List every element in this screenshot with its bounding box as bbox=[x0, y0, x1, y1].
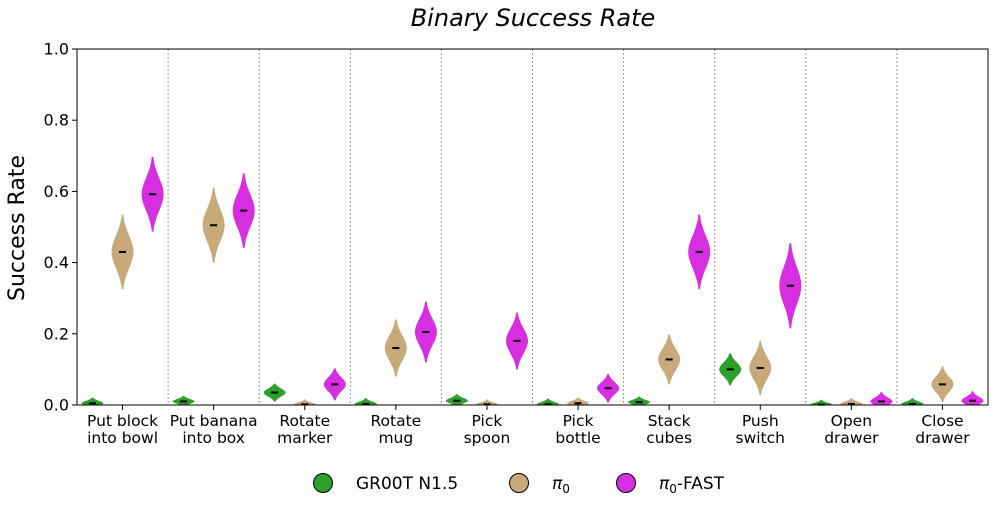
y-tick-label: 0.4 bbox=[44, 253, 69, 272]
x-tick-label: Put block into bowl bbox=[87, 412, 158, 447]
violin-2-8 bbox=[870, 391, 893, 405]
x-tick-label: Pick bottle bbox=[555, 412, 600, 447]
x-tick-label: Rotate marker bbox=[277, 412, 333, 447]
y-axis-label: Success Rate bbox=[5, 155, 30, 301]
x-tick-label: Stack cubes bbox=[646, 412, 692, 447]
legend-label-1: π0 bbox=[552, 474, 570, 496]
legend-label-2: π0-FAST bbox=[659, 474, 725, 496]
violin-2-9 bbox=[961, 391, 984, 405]
x-tick-label: Push switch bbox=[736, 412, 785, 447]
x-tick-label: Pick spoon bbox=[464, 412, 511, 447]
violin-0-8 bbox=[810, 399, 833, 405]
violin-0-5 bbox=[536, 398, 559, 405]
x-tick-label: Rotate mug bbox=[370, 412, 421, 447]
x-tick-label: Put banana into box bbox=[170, 412, 258, 447]
violin-0-0 bbox=[81, 397, 104, 405]
violin-1-4 bbox=[475, 399, 498, 405]
violin-0-4 bbox=[445, 394, 468, 405]
separator-lines bbox=[167, 49, 898, 405]
violin-1-8 bbox=[840, 397, 863, 405]
legend-swatch-2 bbox=[616, 473, 636, 493]
y-tick-label: 0.2 bbox=[44, 324, 69, 343]
legend: GR00T N1.5 π0 π0-FAST bbox=[313, 473, 725, 496]
violin-1-2 bbox=[293, 399, 316, 405]
axes: 0.0 0.2 0.4 0.6 0.8 1.0 Put block into bowl Put … bbox=[44, 40, 989, 447]
legend-label-0: GR00T N1.5 bbox=[356, 474, 458, 494]
violin-0-9 bbox=[901, 397, 924, 405]
x-tick-label: Close drawer bbox=[915, 412, 970, 447]
violin-0-1 bbox=[172, 395, 195, 405]
violin-0-6 bbox=[628, 396, 651, 405]
y-tick-label: 0.0 bbox=[44, 396, 69, 415]
x-tick-label: Open drawer bbox=[824, 412, 879, 447]
y-tick-label: 0.6 bbox=[44, 182, 69, 201]
chart-title: Binary Success Rate bbox=[411, 4, 656, 32]
y-tick-label: 1.0 bbox=[44, 40, 69, 59]
y-tick-label: 0.8 bbox=[44, 111, 69, 130]
plot-frame bbox=[76, 48, 989, 406]
violin-0-3 bbox=[354, 397, 377, 405]
violins bbox=[81, 156, 984, 406]
violin-1-5 bbox=[567, 397, 590, 405]
legend-swatch-1 bbox=[509, 473, 529, 493]
legend-swatch-0 bbox=[313, 473, 333, 493]
